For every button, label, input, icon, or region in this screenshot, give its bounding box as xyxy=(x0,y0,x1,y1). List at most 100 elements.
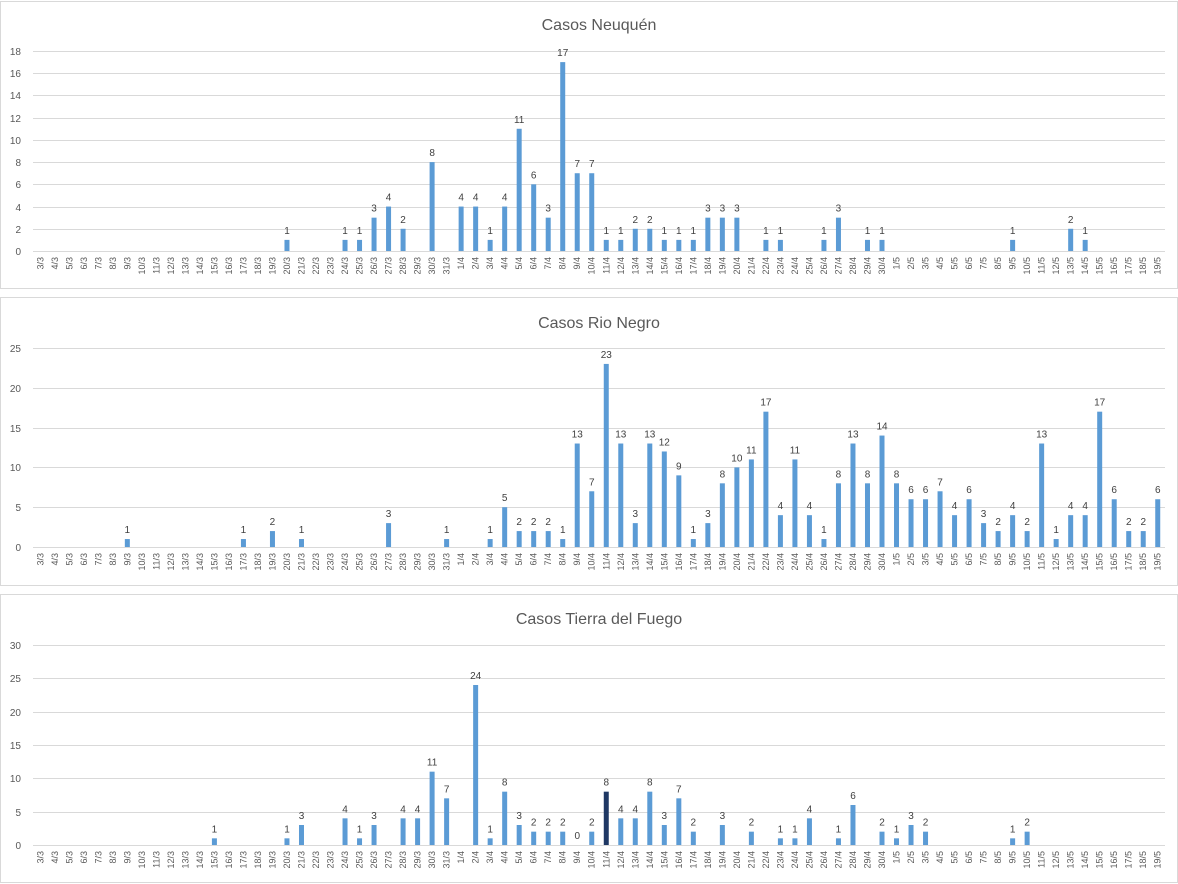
x-tick-label: 13/4 xyxy=(630,257,640,275)
x-tick-label: 13/3 xyxy=(180,553,190,571)
data-label: 13 xyxy=(1036,430,1048,441)
x-tick-label: 15/3 xyxy=(209,851,219,869)
bar xyxy=(357,239,363,251)
data-label: 3 xyxy=(386,509,392,520)
bar xyxy=(386,523,392,547)
x-tick-label: 12/4 xyxy=(616,851,626,869)
bar xyxy=(589,491,595,547)
data-label: 9 xyxy=(676,461,682,472)
data-label: 2 xyxy=(531,818,537,829)
x-tick-label: 19/5 xyxy=(1153,553,1163,571)
x-tick-label: 17/5 xyxy=(1124,851,1134,869)
x-tick-label: 12/3 xyxy=(166,851,176,869)
data-label: 4 xyxy=(1082,501,1088,512)
y-tick-label: 0 xyxy=(15,247,21,258)
x-tick-label: 30/3 xyxy=(427,257,437,275)
x-tick-label: 3/5 xyxy=(921,851,931,864)
data-label: 14 xyxy=(876,422,888,433)
x-tick-label: 11/5 xyxy=(1037,257,1047,274)
x-tick-label: 14/5 xyxy=(1080,851,1090,869)
x-tick-label: 9/3 xyxy=(122,851,132,864)
data-label: 1 xyxy=(836,824,842,835)
x-tick-label: 7/4 xyxy=(543,851,553,864)
x-tick-label: 1/4 xyxy=(456,851,466,864)
bar xyxy=(705,523,711,547)
bar xyxy=(952,515,958,547)
bar xyxy=(821,239,827,251)
x-tick-label: 19/5 xyxy=(1153,257,1163,275)
data-label: 4 xyxy=(1068,501,1074,512)
x-tick-label: 5/5 xyxy=(950,257,960,270)
data-label: 1 xyxy=(821,525,827,536)
x-tick-label: 11/4 xyxy=(601,257,611,274)
x-tick-label: 13/4 xyxy=(630,851,640,869)
data-label: 23 xyxy=(601,350,613,361)
x-tick-label: 4/4 xyxy=(500,257,510,270)
x-tick-label: 24/4 xyxy=(790,851,800,869)
bar xyxy=(240,539,246,547)
data-label: 3 xyxy=(734,204,740,215)
x-tick-label: 9/3 xyxy=(122,257,132,270)
x-tick-label: 19/3 xyxy=(267,553,277,571)
data-label: 1 xyxy=(792,824,798,835)
data-label: 7 xyxy=(444,784,450,795)
bar xyxy=(473,685,479,845)
x-tick-label: 6/3 xyxy=(79,257,89,270)
x-tick-label: 26/3 xyxy=(369,257,379,275)
bar xyxy=(908,499,914,547)
bar xyxy=(400,818,406,845)
data-label: 10 xyxy=(731,453,743,464)
data-label: 13 xyxy=(615,430,627,441)
y-tick-label: 14 xyxy=(10,91,22,102)
data-label: 1 xyxy=(1010,824,1016,835)
bar xyxy=(516,128,522,251)
x-tick-label: 23/3 xyxy=(326,851,336,869)
x-tick-label: 16/3 xyxy=(224,553,234,571)
x-tick-label: 2/5 xyxy=(906,553,916,566)
x-tick-label: 2/4 xyxy=(471,553,481,566)
x-tick-label: 3/3 xyxy=(35,851,45,864)
x-tick-label: 8/5 xyxy=(993,257,1003,270)
data-label: 8 xyxy=(429,148,435,159)
data-label: 11 xyxy=(514,115,525,126)
x-tick-label: 4/3 xyxy=(50,553,60,566)
x-tick-label: 23/4 xyxy=(775,553,785,571)
bar xyxy=(1155,499,1161,547)
data-label: 1 xyxy=(691,525,697,536)
x-tick-label: 26/3 xyxy=(369,851,379,869)
x-tick-label: 23/4 xyxy=(775,257,785,275)
x-tick-label: 16/3 xyxy=(224,257,234,275)
y-tick-label: 30 xyxy=(10,641,22,652)
x-tick-label: 21/3 xyxy=(296,257,306,275)
x-tick-label: 16/4 xyxy=(674,851,684,869)
y-tick-label: 16 xyxy=(10,69,22,80)
data-label: 11 xyxy=(790,445,801,456)
x-tick-label: 5/3 xyxy=(64,851,74,864)
data-label: 4 xyxy=(415,804,421,815)
x-tick-label: 20/3 xyxy=(282,553,292,571)
bar xyxy=(516,825,522,845)
y-tick-label: 25 xyxy=(10,344,22,355)
x-tick-label: 14/3 xyxy=(195,851,205,869)
bar xyxy=(1068,228,1074,251)
x-tick-label: 7/3 xyxy=(93,553,103,566)
x-tick-label: 2/4 xyxy=(471,257,481,270)
bar xyxy=(777,239,783,251)
bar xyxy=(676,475,682,547)
x-tick-label: 24/3 xyxy=(340,257,350,275)
data-label: 6 xyxy=(923,485,929,496)
x-tick-label: 17/4 xyxy=(688,257,698,275)
x-tick-label: 22/4 xyxy=(761,257,771,275)
x-tick-label: 20/4 xyxy=(732,257,742,275)
x-tick-label: 6/4 xyxy=(529,257,539,270)
bar xyxy=(1010,515,1016,547)
bar xyxy=(835,217,841,251)
bar xyxy=(284,239,290,251)
bar xyxy=(211,838,217,845)
x-tick-label: 21/3 xyxy=(296,553,306,571)
bar xyxy=(690,539,696,547)
y-tick-label: 0 xyxy=(15,841,21,852)
bar xyxy=(1140,531,1146,547)
data-label: 3 xyxy=(371,811,377,822)
